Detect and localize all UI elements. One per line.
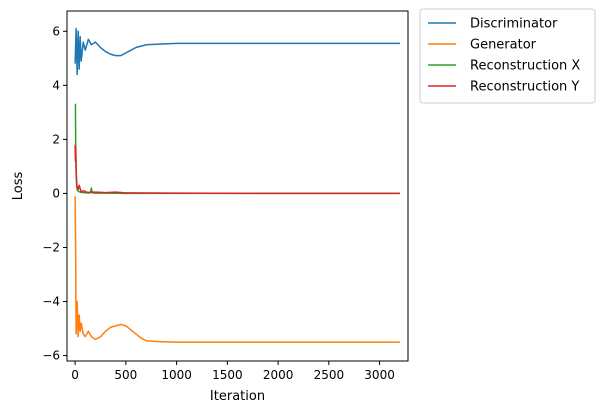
x-tick-label: 1000	[161, 368, 192, 382]
y-tick-label: 4	[52, 78, 60, 92]
series-line-reconstruction-y	[74, 144, 400, 195]
x-tick-label: 0	[71, 368, 79, 382]
legend-label-reconstruction-y: Reconstruction Y	[470, 80, 579, 95]
legend-label-generator: Generator	[470, 38, 537, 53]
y-axis-label: Loss	[11, 172, 26, 201]
legend-label-reconstruction-x: Reconstruction X	[470, 59, 580, 74]
y-tick-label: 2	[52, 132, 60, 146]
series-line-discriminator	[74, 27, 400, 76]
y-tick-label: −4	[42, 295, 60, 309]
legend-label-discriminator: Discriminator	[470, 17, 558, 32]
x-tick-label: 3000	[364, 368, 395, 382]
x-tick-label: 500	[114, 368, 137, 382]
x-tick-label: 2500	[314, 368, 345, 382]
y-tick-label: −2	[42, 240, 60, 254]
plot-lines	[74, 27, 400, 343]
legend: Discriminator Generator Reconstruction X Re…	[419, 8, 596, 104]
y-tick-label: 0	[52, 186, 60, 200]
series-line-reconstruction-x	[74, 103, 400, 195]
y-axis: −6 −4 −2 0 2 4 6	[42, 24, 67, 363]
y-tick-label: 6	[52, 24, 60, 38]
series-line-generator	[74, 196, 400, 343]
y-tick-label: −6	[42, 349, 60, 363]
x-tick-label: 1500	[212, 368, 243, 382]
legend-frame	[419, 8, 596, 104]
x-tick-label: 2000	[263, 368, 294, 382]
x-axis-label: Iteration	[210, 389, 265, 404]
x-axis: 0 500 1000 1500 2000 2500 3000	[71, 361, 395, 382]
plot-frame	[66, 10, 409, 362]
